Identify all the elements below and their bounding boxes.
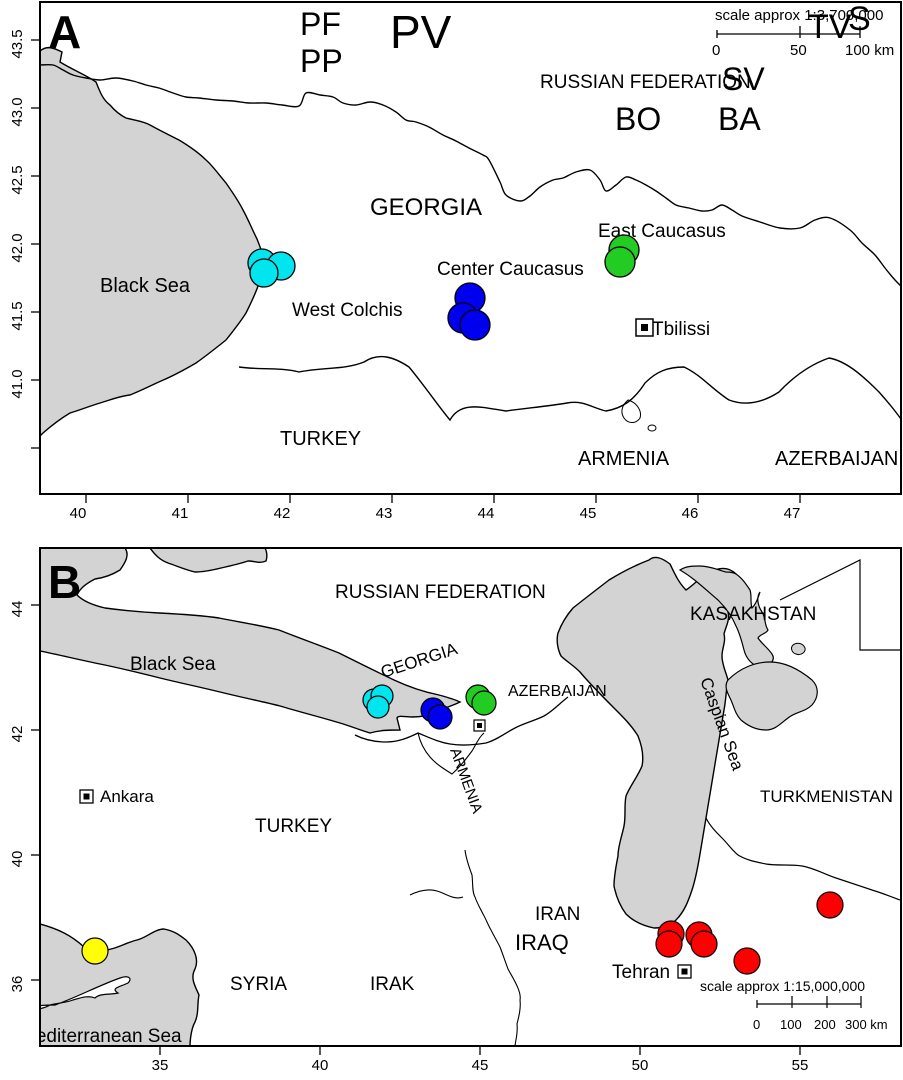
svg-text:40: 40 [70,505,87,522]
svg-text:42: 42 [9,726,26,743]
svg-text:IRAQ: IRAQ [515,930,569,955]
svg-text:A: A [48,6,81,58]
svg-text:50: 50 [790,42,807,59]
svg-text:45: 45 [472,1057,489,1074]
svg-text:36: 36 [9,976,26,993]
svg-text:SYRIA: SYRIA [230,974,287,995]
svg-text:GEORGIA: GEORGIA [378,639,460,682]
svg-text:Tbilissi: Tbilissi [652,319,710,340]
svg-text:KASAKHSTAN: KASAKHSTAN [690,604,816,625]
svg-text:RUSSIAN FEDERATION: RUSSIAN FEDERATION [540,72,751,93]
svg-text:IRAK: IRAK [370,974,415,995]
svg-text:41.0: 41.0 [9,369,26,398]
svg-text:43.0: 43.0 [9,97,26,126]
svg-text:IRAN: IRAN [535,904,580,925]
svg-text:Black Sea: Black Sea [100,275,191,297]
svg-text:West Colchis: West Colchis [292,300,403,321]
svg-text:Mediterranean Sea: Mediterranean Sea [20,1026,182,1047]
svg-text:100 km: 100 km [845,42,894,59]
svg-text:40: 40 [9,851,26,868]
svg-text:0: 0 [753,1017,760,1032]
svg-text:BA: BA [718,101,761,137]
svg-text:100: 100 [780,1017,802,1032]
svg-text:S: S [848,0,871,38]
svg-text:RUSSIAN FEDERATION: RUSSIAN FEDERATION [335,582,546,603]
svg-text:PF: PF [300,6,341,42]
svg-text:42: 42 [274,505,291,522]
svg-text:TURKEY: TURKEY [280,428,361,450]
svg-text:41.5: 41.5 [9,301,26,330]
svg-text:42.5: 42.5 [9,165,26,194]
svg-text:35: 35 [152,1057,169,1074]
svg-text:AZERBAIJAN: AZERBAIJAN [508,683,607,700]
svg-text:300 km: 300 km [845,1017,888,1032]
svg-text:40: 40 [312,1057,329,1074]
svg-text:45: 45 [580,505,597,522]
svg-text:TURKMENISTAN: TURKMENISTAN [760,787,893,806]
svg-text:Tehran: Tehran [612,962,670,983]
svg-text:PP: PP [300,43,343,79]
svg-text:BO: BO [615,101,661,137]
svg-text:41: 41 [172,505,189,522]
svg-text:B: B [48,556,81,608]
svg-text:TURKEY: TURKEY [255,816,332,837]
svg-text:ARMENIA: ARMENIA [446,746,485,816]
svg-text:44: 44 [478,505,495,522]
svg-text:GEORGIA: GEORGIA [370,194,482,221]
svg-text:46: 46 [682,505,699,522]
svg-text:SV: SV [722,61,765,97]
svg-text:ARMENIA: ARMENIA [578,448,670,470]
svg-text:43: 43 [376,505,393,522]
svg-text:0: 0 [712,42,720,59]
svg-text:PV: PV [390,6,452,58]
svg-text:44: 44 [9,601,26,618]
svg-text:scale approx 1:15,000,000: scale approx 1:15,000,000 [700,978,865,994]
svg-text:47: 47 [784,505,801,522]
svg-text:AZERBAIJAN: AZERBAIJAN [775,448,898,470]
svg-text:Ankara: Ankara [100,787,154,806]
svg-text:50: 50 [632,1057,649,1074]
svg-text:43.5: 43.5 [9,29,26,58]
svg-text:55: 55 [792,1057,809,1074]
svg-text:Center Caucasus: Center Caucasus [437,259,584,280]
svg-text:200: 200 [814,1017,836,1032]
svg-text:42.0: 42.0 [9,233,26,262]
svg-text:Black Sea: Black Sea [130,654,216,675]
svg-text:TV: TV [808,8,852,46]
